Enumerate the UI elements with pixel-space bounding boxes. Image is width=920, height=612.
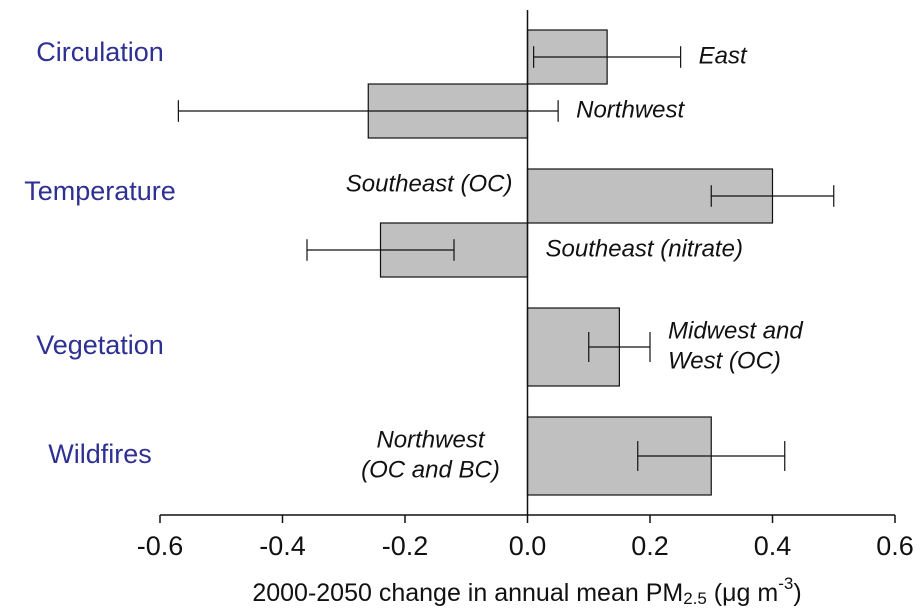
x-tick-label: 0.6 [876,531,914,561]
group-label: Circulation [36,37,164,67]
x-label-text: 2000-2050 change in annual mean PM [252,579,683,607]
x-label-sub: 2.5 [683,589,707,608]
bar-label: (OC and BC) [361,456,500,483]
x-tick-label: 0.0 [509,531,547,561]
bar-label: Southeast (OC) [346,170,513,197]
bar-label: Southeast (nitrate) [546,235,743,262]
x-tick-label: -0.2 [382,531,429,561]
group-label: Temperature [24,176,176,206]
x-tick-label: 0.4 [754,531,792,561]
x-tick-label: 0.2 [631,531,669,561]
x-axis-label: 2000-2050 change in annual mean PM2.5 (μ… [252,574,801,608]
bar-label: Northwest [576,96,685,123]
x-tick-label: -0.4 [259,531,306,561]
group-label: Wildfires [48,439,152,469]
bar-label: Northwest [376,426,485,453]
bar-label: Midwest and [668,317,803,344]
bar-label: East [699,42,748,69]
bar-label: West (OC) [668,347,781,374]
x-label-text: ) [793,579,801,607]
x-label-text: (μg m [707,579,778,607]
x-label-sup: -3 [778,574,793,593]
group-label: Vegetation [36,330,164,360]
x-tick-label: -0.6 [137,531,184,561]
